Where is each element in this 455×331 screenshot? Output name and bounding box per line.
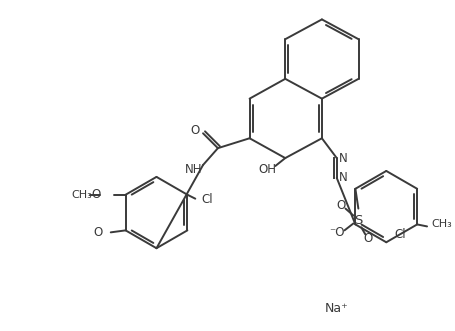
Text: S: S bbox=[354, 214, 363, 227]
Text: O: O bbox=[91, 188, 101, 201]
Text: NH: NH bbox=[184, 164, 202, 176]
Text: CH₃: CH₃ bbox=[431, 219, 452, 229]
Text: Cl: Cl bbox=[201, 193, 213, 206]
Text: O: O bbox=[93, 226, 102, 239]
Text: Na⁺: Na⁺ bbox=[325, 302, 349, 315]
Text: Cl: Cl bbox=[394, 228, 406, 241]
Text: O: O bbox=[336, 199, 345, 212]
Text: CH₃: CH₃ bbox=[71, 190, 92, 200]
Text: O: O bbox=[191, 124, 200, 137]
Text: OH: OH bbox=[258, 164, 277, 176]
Text: O: O bbox=[364, 232, 373, 245]
Text: N: N bbox=[339, 152, 348, 165]
Text: N: N bbox=[339, 171, 348, 184]
Text: ⁻O: ⁻O bbox=[329, 226, 344, 239]
